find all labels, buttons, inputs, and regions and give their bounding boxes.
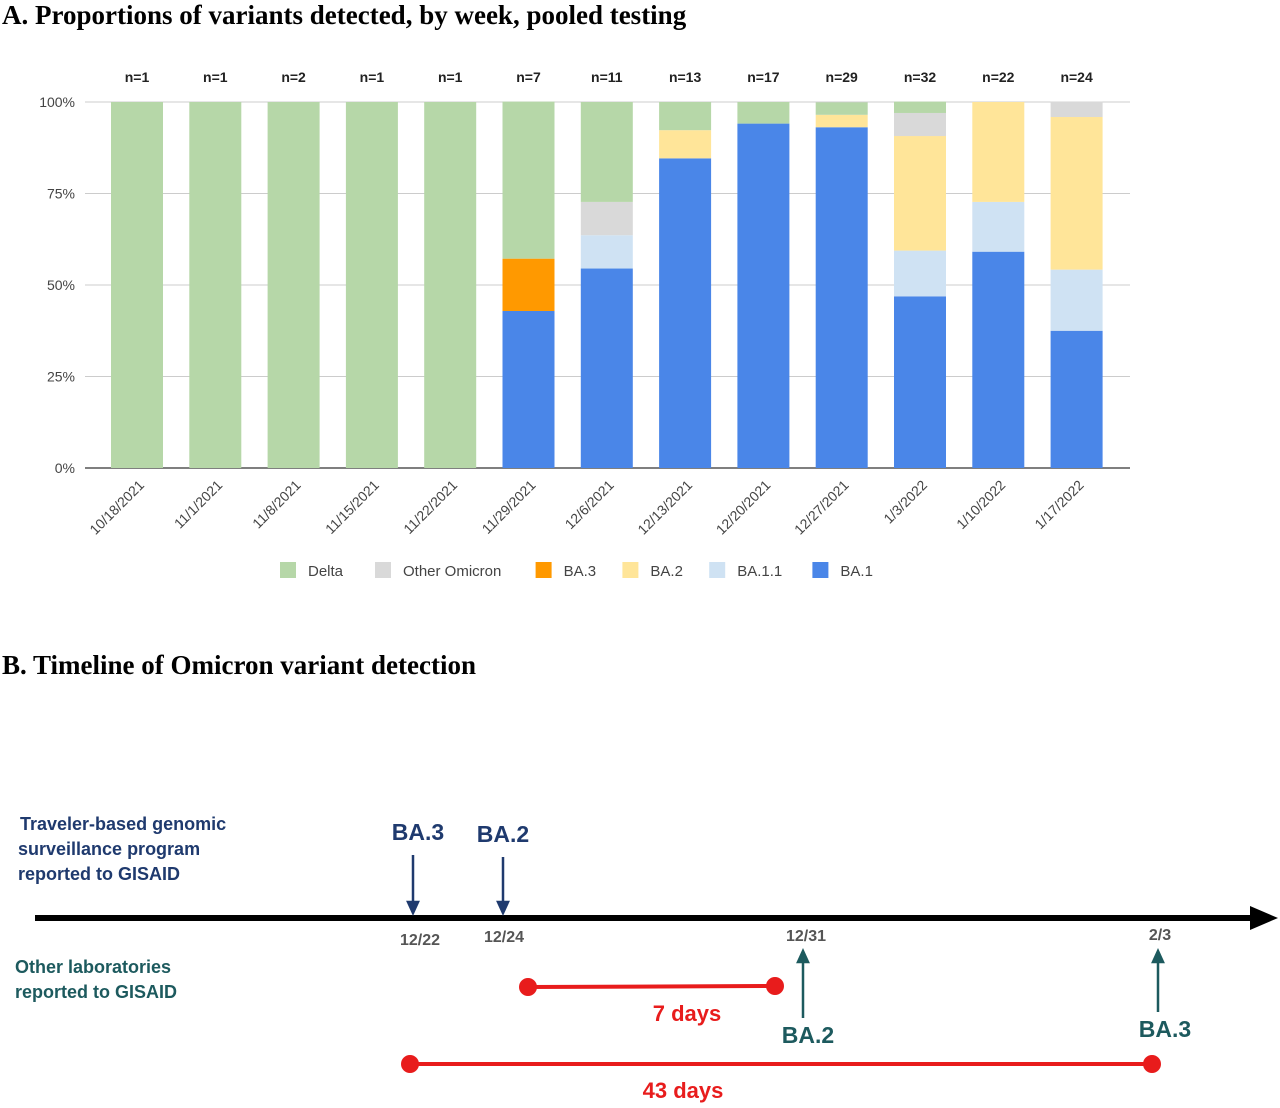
sample-size-label: n=32 [904,69,937,85]
row1-label-line2: surveillance program [18,839,200,859]
sample-size-label: n=1 [438,69,463,85]
row1-label-line3: reported to GISAID [18,864,180,884]
arrow-up-icon [796,947,810,964]
legend-swatch [280,562,296,578]
bar-segment-ba-1-1 [580,235,633,269]
bar-segment-ba-3 [502,258,555,311]
event-ba3-bottom: BA.3 [1139,1016,1191,1042]
legend-label: Delta [308,563,344,580]
bar-segment-ba-2 [1050,117,1103,270]
row2-label-line2: reported to GISAID [15,982,177,1002]
event-ba2-top: BA.2 [477,821,529,847]
bar-segment-delta [659,102,712,131]
chart-title: A. Proportions of variants detected, by … [2,0,687,30]
y-tick-label: 25% [47,369,75,385]
bar-segment-ba-2 [815,114,868,128]
legend-swatch [709,562,726,578]
bar-segment-delta [424,102,477,468]
sample-size-label: n=7 [516,69,541,85]
bar-segment-ba-1 [659,158,712,468]
legend-label: BA.1 [840,563,873,580]
bar-segment-ba-1 [894,296,946,468]
y-tick-label: 0% [55,460,75,476]
sample-size-label: n=29 [826,69,859,85]
date-2-3: 2/3 [1149,927,1171,944]
span-end-dot [1143,1055,1161,1073]
arrow-up-icon [1151,947,1165,964]
span-7-days-label: 7 days [653,1001,722,1026]
span-start-dot [519,978,537,996]
bar-segment-delta [580,102,633,202]
bar-segment-ba-1 [1050,330,1103,468]
bar-segment-ba-1 [580,268,633,468]
event-ba2-bottom: BA.2 [782,1022,834,1048]
bar-segment-delta [267,102,320,468]
bar-segment-delta [345,102,398,468]
sample-size-label: n=11 [591,69,623,85]
span-start-dot [401,1055,419,1073]
sample-size-label: n=17 [747,69,780,85]
bar-segment-delta [815,102,868,115]
legend-swatch [812,562,829,578]
date-12-31: 12/31 [786,928,826,945]
bar-segment-delta [189,102,242,468]
sample-size-label: n=1 [360,69,385,85]
span-7-days-line [527,984,776,989]
timeline-arrowhead [1250,906,1278,930]
sample-size-label: n=1 [125,69,150,85]
sample-size-label: n=2 [281,69,306,85]
legend-label: BA.2 [650,563,683,580]
legend-label: BA.1.1 [737,563,782,580]
legend-swatch [622,562,639,578]
legend-label: BA.3 [564,563,597,580]
event-ba3-top: BA.3 [392,819,444,845]
bar-segment-delta [737,102,790,124]
bar-segment-other-omicron [580,201,633,236]
sample-size-label: n=1 [203,69,228,85]
span-43-days-label: 43 days [643,1078,724,1103]
bar-segment-delta [894,101,946,113]
bar-segment-other-omicron [894,112,946,137]
y-tick-label: 50% [47,277,75,293]
bar-segment-ba-1 [737,123,790,469]
date-12-24: 12/24 [484,929,524,946]
bar-segment-delta [502,101,555,259]
bar-segment-ba-1 [972,251,1025,468]
timeline-title: B. Timeline of Omicron variant detection [2,650,476,680]
row2-label-line1: Other laboratories [15,957,171,977]
y-tick-label: 100% [39,94,75,110]
date-12-22: 12/22 [400,932,440,949]
bar-segment-ba-1-1 [972,201,1025,252]
stacked-bar-chart: 0%25%50%75%100%n=110/18/2021n=111/1/2021… [39,69,1130,580]
bar-segment-other-omicron [1050,101,1103,118]
sample-size-label: n=24 [1060,69,1093,85]
bar-segment-ba-1 [502,310,555,468]
bar-segment-ba-1 [815,127,868,468]
bar-segment-delta [111,102,163,468]
bar-segment-ba-1-1 [1050,269,1103,331]
legend-label: Other Omicron [403,563,501,580]
span-end-dot [766,977,784,995]
arrow-down-icon [406,900,420,917]
legend-swatch [375,562,391,578]
bar-segment-ba-2 [972,102,1025,202]
arrow-down-icon [496,900,510,917]
bar-segment-ba-2 [894,136,946,251]
row1-label-line1: Traveler-based genomic [20,814,226,834]
bar-segment-ba-2 [659,130,712,159]
sample-size-label: n=22 [982,69,1015,85]
bar-segment-ba-1-1 [894,250,946,297]
legend-swatch [535,562,552,578]
sample-size-label: n=13 [669,69,702,85]
y-tick-label: 75% [47,186,75,202]
